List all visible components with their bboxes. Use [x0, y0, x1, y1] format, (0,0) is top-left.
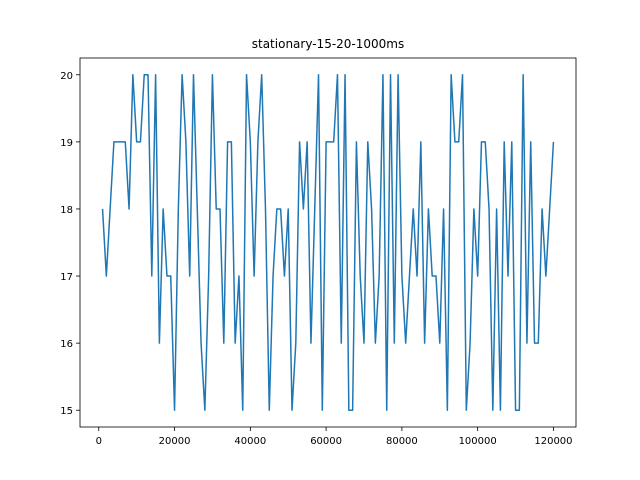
line-series — [101, 74, 555, 411]
chart-title: stationary-15-20-1000ms — [252, 37, 404, 51]
x-tick-label: 60000 — [310, 436, 342, 447]
x-tick-label: 100000 — [459, 436, 497, 447]
y-tick-label: 20 — [60, 71, 73, 82]
y-tick-label: 17 — [60, 272, 73, 283]
y-tick-label: 15 — [60, 406, 73, 417]
x-tick-label: 0 — [96, 436, 102, 447]
x-tick-label: 40000 — [234, 436, 266, 447]
y-tick-label: 16 — [60, 339, 73, 350]
y-tick-label: 18 — [60, 205, 73, 216]
plot-frame — [79, 57, 577, 428]
x-tick-label: 80000 — [386, 436, 418, 447]
x-tick-label: 20000 — [159, 436, 191, 447]
x-tick-label: 120000 — [534, 436, 572, 447]
y-tick-label: 19 — [60, 138, 73, 149]
